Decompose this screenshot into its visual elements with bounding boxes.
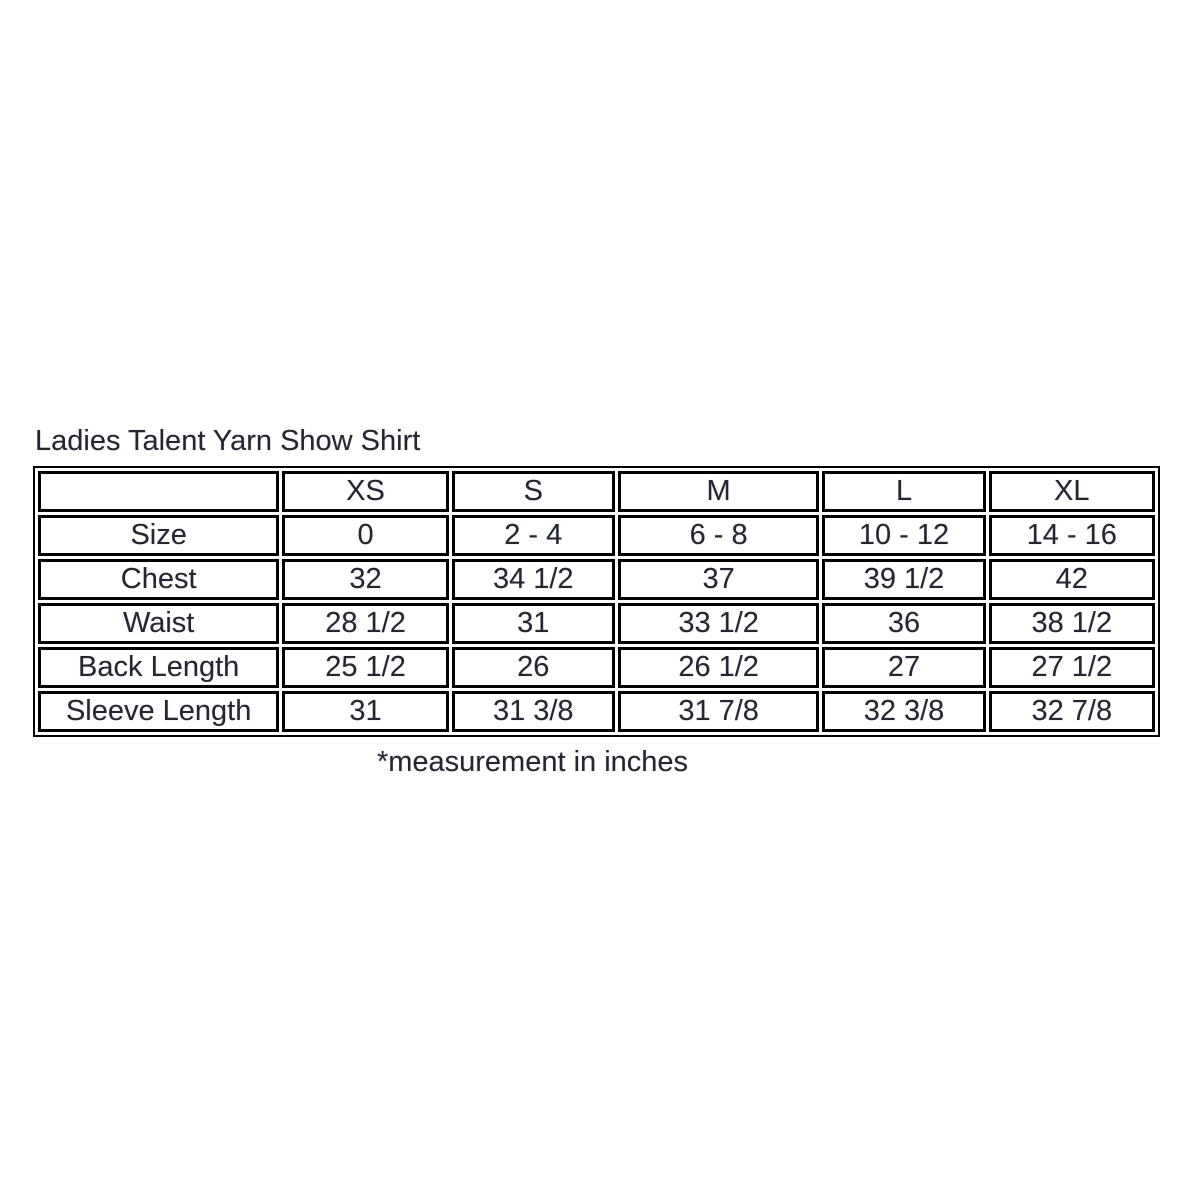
- value-cell: 32 3/8: [822, 691, 986, 732]
- value-cell: 36: [822, 603, 986, 644]
- table-row-size: Size 0 2 - 4 6 - 8 10 - 12 14 - 16: [38, 515, 1155, 556]
- value-cell: 31: [451, 603, 615, 644]
- value-cell: 10 - 12: [822, 515, 986, 556]
- header-cell-l: L: [822, 471, 986, 512]
- value-cell: 32: [282, 559, 449, 600]
- header-cell-blank: [38, 471, 280, 512]
- value-cell: 31 3/8: [451, 691, 615, 732]
- table-row-back-length: Back Length 25 1/2 26 26 1/2 27 27 1/2: [38, 647, 1155, 688]
- value-cell: 42: [988, 559, 1155, 600]
- row-label: Waist: [38, 603, 280, 644]
- value-cell: 37: [617, 559, 820, 600]
- value-cell: 2 - 4: [451, 515, 615, 556]
- value-cell: 33 1/2: [617, 603, 820, 644]
- value-cell: 0: [282, 515, 449, 556]
- value-cell: 31 7/8: [617, 691, 820, 732]
- page-title: Ladies Talent Yarn Show Shirt: [35, 425, 421, 457]
- header-row: XS S M L XL: [38, 471, 1155, 512]
- value-cell: 31: [282, 691, 449, 732]
- header-cell-xs: XS: [282, 471, 449, 512]
- value-cell: 39 1/2: [822, 559, 986, 600]
- value-cell: 28 1/2: [282, 603, 449, 644]
- row-label: Sleeve Length: [38, 691, 280, 732]
- value-cell: 32 7/8: [988, 691, 1155, 732]
- value-cell: 14 - 16: [988, 515, 1155, 556]
- value-cell: 27: [822, 647, 986, 688]
- row-label: Back Length: [38, 647, 280, 688]
- value-cell: 27 1/2: [988, 647, 1155, 688]
- table-row-chest: Chest 32 34 1/2 37 39 1/2 42: [38, 559, 1155, 600]
- header-cell-xl: XL: [988, 471, 1155, 512]
- value-cell: 26 1/2: [617, 647, 820, 688]
- table-row-sleeve-length: Sleeve Length 31 31 3/8 31 7/8 32 3/8 32…: [38, 691, 1155, 732]
- value-cell: 38 1/2: [988, 603, 1155, 644]
- size-chart-sheet: Ladies Talent Yarn Show Shirt XS S M L X…: [33, 424, 1160, 779]
- row-label: Chest: [38, 559, 280, 600]
- row-label: Size: [38, 515, 280, 556]
- value-cell: 25 1/2: [282, 647, 449, 688]
- header-cell-m: M: [617, 471, 820, 512]
- value-cell: 34 1/2: [451, 559, 615, 600]
- value-cell: 6 - 8: [617, 515, 820, 556]
- table-row-waist: Waist 28 1/2 31 33 1/2 36 38 1/2: [38, 603, 1155, 644]
- size-chart-table: XS S M L XL Size 0 2 - 4 6 - 8 10 - 12 1…: [33, 466, 1160, 737]
- value-cell: 26: [451, 647, 615, 688]
- header-cell-s: S: [451, 471, 615, 512]
- measurement-footnote: *measurement in inches: [376, 746, 689, 778]
